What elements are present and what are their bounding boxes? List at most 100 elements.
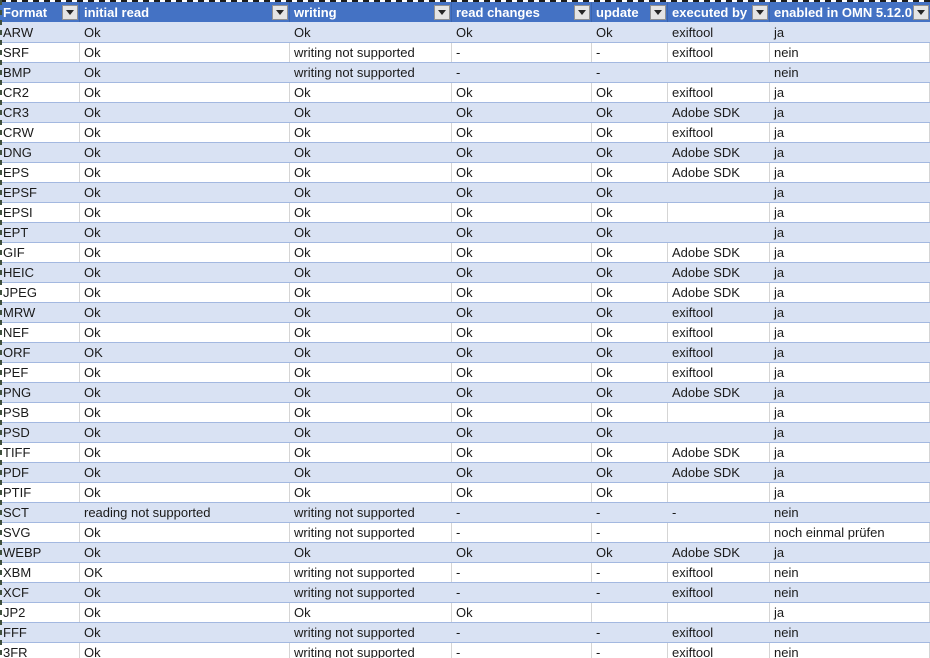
cell-writing[interactable]: writing not supported — [290, 523, 452, 542]
cell-read-changes[interactable]: - — [456, 505, 461, 520]
cell-read-changes[interactable]: Ok — [456, 465, 473, 480]
cell-writing[interactable]: writing not supported — [294, 65, 415, 80]
cell-enabled[interactable]: ja — [770, 483, 930, 502]
cell-writing[interactable]: Ok — [294, 265, 311, 280]
cell-executed-by[interactable]: exiftool — [668, 83, 770, 102]
cell-update[interactable]: - — [592, 523, 668, 542]
cell-initial-read[interactable]: Ok — [80, 363, 290, 382]
cell-update[interactable]: - — [592, 643, 668, 658]
cell-executed-by[interactable]: exiftool — [672, 585, 714, 600]
cell-read-changes[interactable]: Ok — [456, 425, 473, 440]
cell-initial-read[interactable]: Ok — [80, 643, 290, 658]
cell-read-changes[interactable]: Ok — [452, 483, 592, 502]
cell-initial-read[interactable]: Ok — [80, 483, 290, 502]
cell-executed-by[interactable]: exiftool — [672, 24, 714, 40]
cell-writing[interactable]: writing not supported — [294, 625, 415, 640]
column-header-enabled[interactable]: enabled in OMN 5.12.0 — [770, 2, 930, 22]
cell-update[interactable]: Ok — [592, 363, 668, 382]
cell-enabled[interactable]: nein — [770, 643, 930, 658]
cell-writing[interactable]: Ok — [294, 185, 311, 200]
cell-executed-by[interactable]: Adobe SDK — [672, 105, 740, 120]
cell-update[interactable]: - — [592, 563, 668, 582]
cell-update[interactable]: Ok — [596, 225, 613, 240]
cell-enabled[interactable]: ja — [770, 283, 930, 302]
cell-format[interactable]: CR2 — [0, 83, 80, 102]
cell-format[interactable]: EPT — [3, 225, 29, 240]
cell-initial-read[interactable]: Ok — [80, 523, 290, 542]
cell-enabled[interactable]: ja — [774, 345, 785, 360]
cell-initial-read[interactable]: Ok — [84, 305, 101, 320]
cell-format[interactable]: BMP — [3, 65, 32, 80]
cell-initial-read[interactable]: Ok — [84, 425, 101, 440]
cell-update[interactable]: Ok — [592, 163, 668, 182]
cell-enabled[interactable]: ja — [770, 163, 930, 182]
cell-read-changes[interactable]: Ok — [456, 385, 473, 400]
cell-update[interactable]: Ok — [596, 145, 613, 160]
cell-initial-read[interactable]: Ok — [84, 465, 101, 480]
cell-initial-read[interactable]: Ok — [80, 123, 290, 142]
cell-writing[interactable]: Ok — [290, 283, 452, 302]
cell-format[interactable]: FFF — [3, 625, 27, 640]
cell-enabled[interactable]: ja — [774, 385, 785, 400]
cell-executed-by[interactable] — [668, 483, 770, 502]
cell-initial-read[interactable]: Ok — [84, 65, 101, 80]
cell-initial-read[interactable]: Ok — [84, 145, 101, 160]
cell-format[interactable]: ORF — [3, 345, 31, 360]
cell-update[interactable]: - — [596, 505, 601, 520]
cell-executed-by[interactable]: exiftool — [672, 305, 714, 320]
cell-update[interactable]: Ok — [596, 425, 613, 440]
cell-read-changes[interactable]: Ok — [452, 363, 592, 382]
cell-enabled[interactable]: ja — [774, 545, 785, 560]
cell-format[interactable]: CR3 — [3, 105, 30, 120]
cell-enabled[interactable]: ja — [770, 243, 930, 262]
cell-format[interactable]: MRW — [3, 305, 36, 320]
cell-update[interactable]: - — [596, 65, 601, 80]
cell-executed-by[interactable] — [668, 603, 770, 622]
cell-executed-by[interactable]: exiftool — [672, 345, 714, 360]
cell-enabled[interactable]: nein — [770, 563, 930, 582]
cell-initial-read[interactable]: Ok — [80, 323, 290, 342]
cell-writing[interactable]: Ok — [294, 425, 311, 440]
column-header-executed-by[interactable]: executed by — [668, 2, 770, 22]
cell-executed-by[interactable] — [668, 523, 770, 542]
filter-button-enabled[interactable] — [913, 4, 929, 20]
cell-format[interactable]: XCF — [3, 585, 29, 600]
cell-update[interactable]: Ok — [596, 305, 613, 320]
cell-executed-by[interactable]: exiftool — [668, 323, 770, 342]
cell-executed-by[interactable]: Adobe SDK — [672, 265, 740, 280]
cell-format[interactable]: EPSI — [0, 203, 80, 222]
cell-initial-read[interactable]: OK — [80, 563, 290, 582]
cell-update[interactable]: Ok — [592, 123, 668, 142]
cell-enabled[interactable]: ja — [774, 225, 785, 240]
cell-format[interactable]: XBM — [0, 563, 80, 582]
filter-button-writing[interactable] — [434, 4, 450, 20]
cell-writing[interactable]: Ok — [290, 83, 452, 102]
cell-update[interactable]: Ok — [592, 203, 668, 222]
cell-executed-by[interactable] — [668, 403, 770, 422]
cell-format[interactable]: 3FR — [0, 643, 80, 658]
cell-read-changes[interactable]: - — [452, 563, 592, 582]
cell-format[interactable]: EPSF — [3, 185, 37, 200]
cell-writing[interactable]: Ok — [290, 443, 452, 462]
cell-writing[interactable]: Ok — [290, 363, 452, 382]
cell-enabled[interactable]: ja — [770, 443, 930, 462]
cell-executed-by[interactable]: exiftool — [672, 625, 714, 640]
cell-enabled[interactable]: ja — [770, 203, 930, 222]
cell-executed-by[interactable]: - — [672, 505, 677, 520]
cell-writing[interactable]: Ok — [290, 243, 452, 262]
cell-format[interactable]: SCT — [3, 505, 29, 520]
cell-format[interactable]: PDF — [3, 465, 29, 480]
cell-executed-by[interactable]: exiftool — [668, 643, 770, 658]
cell-update[interactable]: - — [596, 625, 601, 640]
cell-enabled[interactable]: ja — [770, 403, 930, 422]
cell-format[interactable]: HEIC — [3, 265, 35, 280]
cell-read-changes[interactable]: - — [452, 643, 592, 658]
cell-read-changes[interactable]: Ok — [452, 283, 592, 302]
cell-read-changes[interactable]: - — [456, 625, 461, 640]
cell-update[interactable]: Ok — [592, 243, 668, 262]
cell-executed-by[interactable]: Adobe SDK — [672, 385, 740, 400]
cell-initial-read[interactable]: Ok — [84, 385, 101, 400]
cell-executed-by[interactable]: Adobe SDK — [668, 163, 770, 182]
cell-enabled[interactable]: ja — [774, 24, 785, 40]
cell-enabled[interactable]: ja — [770, 83, 930, 102]
